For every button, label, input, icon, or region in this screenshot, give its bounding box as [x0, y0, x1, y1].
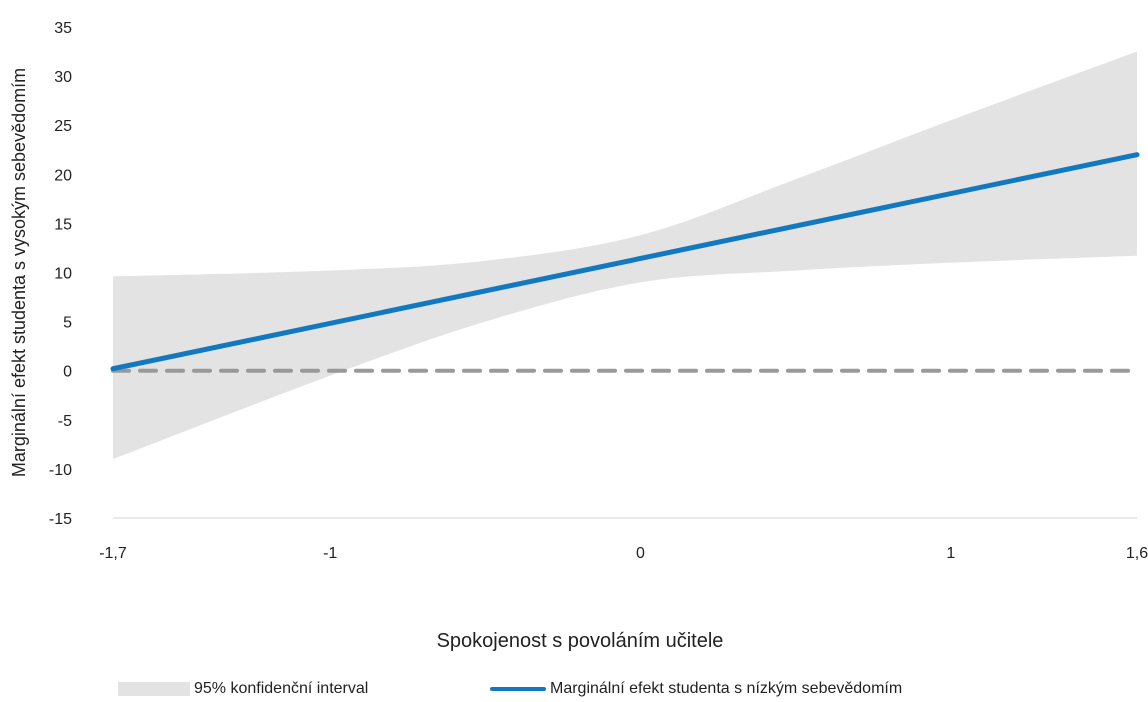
- x-tick-label: -1,7: [99, 545, 127, 562]
- legend-item-band: 95% konfidenční interval: [118, 680, 368, 698]
- y-tick-label: 35: [54, 20, 72, 37]
- y-tick-label: 25: [54, 118, 72, 135]
- y-tick-label: 15: [54, 216, 72, 233]
- legend-label-line: Marginální efekt studenta s nízkým sebev…: [550, 680, 903, 697]
- confidence-band-layer: [113, 51, 1137, 460]
- y-tick-label: 5: [63, 315, 72, 332]
- legend-item-line: Marginální efekt studenta s nízkým sebev…: [490, 680, 902, 698]
- legend-swatch-line: [490, 687, 546, 691]
- y-tick-labels: -15 -10 -5 0 5 10 15 20 25 30 35: [49, 20, 72, 528]
- confidence-band: [113, 51, 1137, 460]
- x-axis-title: Spokojenost s povoláním učitele: [437, 630, 724, 652]
- y-tick-label: -5: [58, 413, 72, 430]
- series-line-layer: [110, 152, 1140, 372]
- x-tick-label: 1: [946, 545, 955, 562]
- y-tick-label: 30: [54, 69, 72, 86]
- x-tick-labels: -1,7 -1 0 1 1,6: [99, 545, 1148, 562]
- y-tick-label: 20: [54, 167, 72, 184]
- legend: 95% konfidenční interval Marginální efek…: [0, 680, 1148, 702]
- series-line-marginal-effect: [110, 152, 1140, 372]
- x-tick-label: 0: [636, 545, 645, 562]
- y-tick-label: 10: [54, 266, 72, 283]
- y-tick-label: -15: [49, 511, 72, 528]
- legend-label-band: 95% konfidenční interval: [194, 680, 369, 697]
- x-tick-label: -1: [323, 545, 337, 562]
- x-tick-label: 1,6: [1126, 545, 1148, 562]
- y-tick-label: -10: [49, 462, 72, 479]
- legend-swatch-band: [118, 682, 190, 696]
- y-axis-title: Marginální efekt studenta s vysokým sebe…: [9, 68, 29, 477]
- y-tick-label: 0: [63, 364, 72, 381]
